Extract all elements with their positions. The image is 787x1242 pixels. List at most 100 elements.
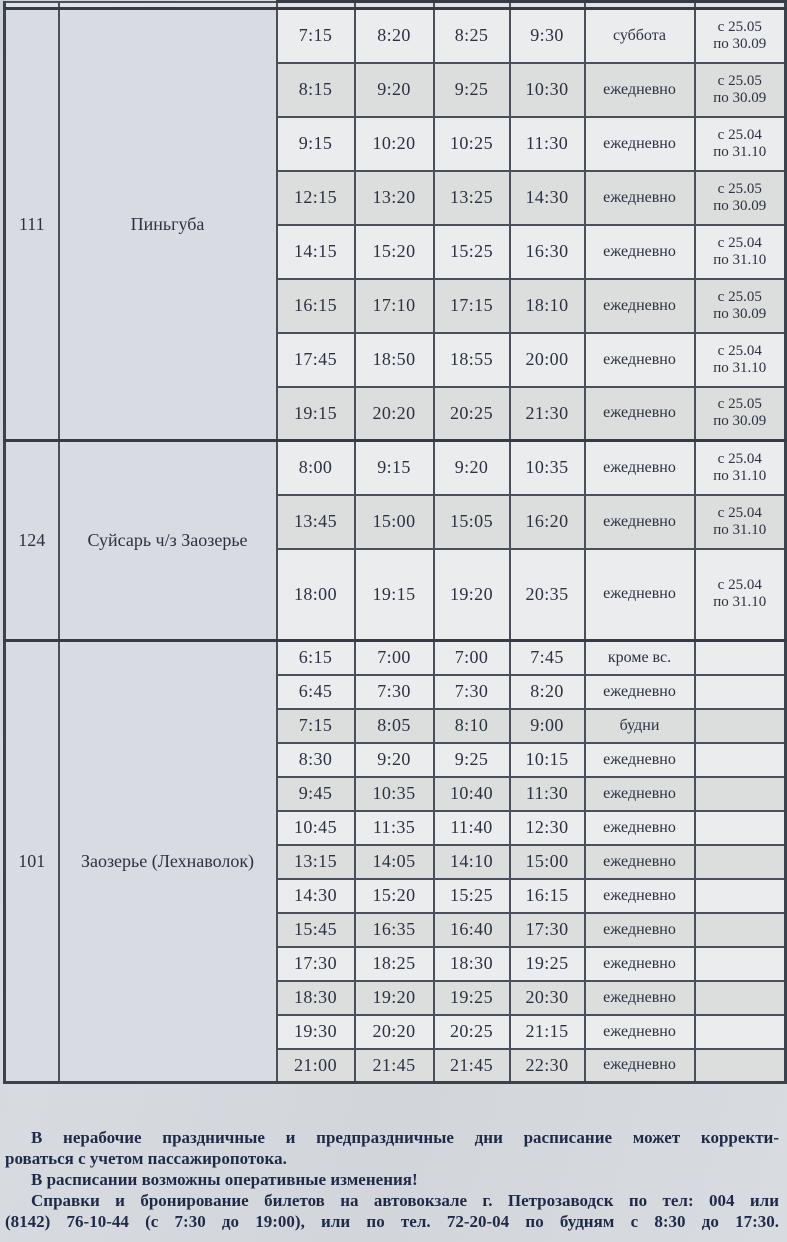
timetable-row: 101 Заозерье (Лехнаволок) 6:15 7:00 7:00 7:45… xyxy=(3,639,787,1084)
time-cell: 7:00 xyxy=(353,639,435,676)
time-cell: 19:30 xyxy=(275,1013,356,1050)
time-cell: 16:30 xyxy=(508,223,586,280)
time-cell: 13:20 xyxy=(353,169,435,226)
time-cell: 10:20 xyxy=(353,115,435,172)
time-cell: 19:25 xyxy=(508,945,586,982)
time-cell: 8:20 xyxy=(508,673,586,710)
period-line: с 25.04 xyxy=(717,577,762,594)
time-cell: 17:45 xyxy=(275,331,356,388)
time-cell: 9:45 xyxy=(275,775,356,812)
time-cell: 10:25 xyxy=(432,115,511,172)
time-cell: 16:15 xyxy=(508,877,586,914)
timetable-row: 124 Суйсарь ч/з Заозерье 8:00 9:15 9:20 10:35… xyxy=(3,439,787,642)
time-cell: 18:50 xyxy=(353,331,435,388)
service-period-cell xyxy=(693,673,787,710)
time-cell: 7:30 xyxy=(353,673,435,710)
period-line: с 25.05 xyxy=(717,72,762,89)
period-line: с 25.05 xyxy=(717,18,762,35)
cutoff-cell xyxy=(508,0,586,10)
time-cell: 18:10 xyxy=(508,277,586,334)
time-cell: 21:15 xyxy=(508,1013,586,1050)
footer-note-line: Справки и бронирование билетов на автово… xyxy=(31,1191,779,1210)
timetable-row: 8:30 9:20 9:25 10:15 ежедневно xyxy=(5,741,787,778)
time-cell: 20:20 xyxy=(353,1013,435,1050)
time-cell: 19:15 xyxy=(275,385,356,442)
time-cell: 9:00 xyxy=(508,707,586,744)
service-period-cell xyxy=(693,741,787,778)
service-period-cell: с 25.05 по 30.09 xyxy=(693,169,787,226)
time-cell: 20:00 xyxy=(508,331,586,388)
time-cell: 17:15 xyxy=(432,277,511,334)
time-cell: 17:30 xyxy=(508,911,586,948)
time-cell: 15:25 xyxy=(432,223,511,280)
timetable-row: 6:45 7:30 7:30 8:20 ежедневно xyxy=(5,673,787,710)
footer-note-line: (8142) 76-10-44 (с 7:30 до 19:00), или п… xyxy=(5,1212,779,1231)
time-cell: 9:30 xyxy=(508,7,586,64)
days-of-service-cell: ежедневно xyxy=(583,1047,696,1084)
timetable-row: 17:30 18:25 18:30 19:25 ежедневно xyxy=(5,945,787,982)
timetable-row: 15:45 16:35 16:40 17:30 ежедневно xyxy=(5,911,787,948)
time-cell: 22:30 xyxy=(508,1047,586,1084)
time-cell: 9:25 xyxy=(432,61,511,118)
bus-timetable-table: 111 Пиньгуба 7:15 8:20 8:25 9:30 суббота с 25.0… xyxy=(3,0,787,1084)
period-line: по 31.10 xyxy=(713,594,767,611)
time-cell: 17:10 xyxy=(353,277,435,334)
time-cell: 20:20 xyxy=(353,385,435,442)
time-cell: 8:20 xyxy=(353,7,435,64)
time-cell: 7:15 xyxy=(275,707,356,744)
days-of-service-cell: ежедневно xyxy=(583,331,696,388)
timetable-row: 16:15 17:10 17:15 18:10 ежедневно с 25.05 по 3… xyxy=(5,277,787,334)
timetable-row: 13:45 15:00 15:05 16:20 ежедневно с 25.04 по 3… xyxy=(5,493,787,550)
time-cell: 9:15 xyxy=(353,439,435,496)
days-of-service-cell: ежедневно xyxy=(583,877,696,914)
days-of-service-cell: ежедневно xyxy=(583,385,696,442)
time-cell: 21:30 xyxy=(508,385,586,442)
time-cell: 20:25 xyxy=(432,1013,511,1050)
days-of-service-cell: ежедневно xyxy=(583,979,696,1016)
cutoff-cell xyxy=(275,0,356,10)
time-cell: 20:30 xyxy=(508,979,586,1016)
days-of-service-cell: будни xyxy=(583,707,696,744)
timetable-row: 9:45 10:35 10:40 11:30 ежедневно xyxy=(5,775,787,812)
time-cell: 11:30 xyxy=(508,115,586,172)
timetable-row: 13:15 14:05 14:10 15:00 ежедневно xyxy=(5,843,787,880)
time-cell: 14:30 xyxy=(508,169,586,226)
timetable-row: 18:00 19:15 19:20 20:35 ежедневно с 25.04 по 3… xyxy=(5,547,787,642)
timetable-row: 9:15 10:20 10:25 11:30 ежедневно с 25.04 по 31… xyxy=(5,115,787,172)
period-line: с 25.05 xyxy=(717,180,762,197)
cutoff-cell xyxy=(693,0,787,10)
time-cell: 7:30 xyxy=(432,673,511,710)
days-of-service-cell: ежедневно xyxy=(583,843,696,880)
time-cell: 16:35 xyxy=(353,911,435,948)
service-period-cell: с 25.04 по 31.10 xyxy=(693,439,787,496)
service-period-cell xyxy=(693,979,787,1016)
days-of-service-cell: кроме вс. xyxy=(583,639,696,676)
service-period-cell: с 25.04 по 31.10 xyxy=(693,223,787,280)
time-cell: 6:45 xyxy=(275,673,356,710)
time-cell: 20:25 xyxy=(432,385,511,442)
days-of-service-cell: ежедневно xyxy=(583,775,696,812)
time-cell: 21:45 xyxy=(432,1047,511,1084)
period-line: по 30.09 xyxy=(713,305,767,322)
time-cell: 18:00 xyxy=(275,547,356,642)
service-period-cell: с 25.05 по 30.09 xyxy=(693,61,787,118)
period-line: по 31.10 xyxy=(713,251,767,268)
time-cell: 11:30 xyxy=(508,775,586,812)
cutoff-cell xyxy=(432,0,511,10)
service-period-cell: с 25.04 по 31.10 xyxy=(693,115,787,172)
footer-note-line: В нерабочие праздничные и предпраздничны… xyxy=(31,1128,779,1147)
cutoff-row-sliver xyxy=(3,0,787,10)
time-cell: 14:30 xyxy=(275,877,356,914)
timetable-row: 111 Пиньгуба 7:15 8:20 8:25 9:30 суббота с 25.0… xyxy=(3,7,787,442)
time-cell: 11:40 xyxy=(432,809,511,846)
service-period-cell xyxy=(693,707,787,744)
service-period-cell xyxy=(693,1047,787,1084)
days-of-service-cell: ежедневно xyxy=(583,115,696,172)
time-cell: 16:15 xyxy=(275,277,356,334)
time-cell: 11:35 xyxy=(353,809,435,846)
service-period-cell: с 25.05 по 30.09 xyxy=(693,277,787,334)
time-cell: 9:15 xyxy=(275,115,356,172)
cutoff-cell xyxy=(57,0,278,10)
time-cell: 18:25 xyxy=(353,945,435,982)
